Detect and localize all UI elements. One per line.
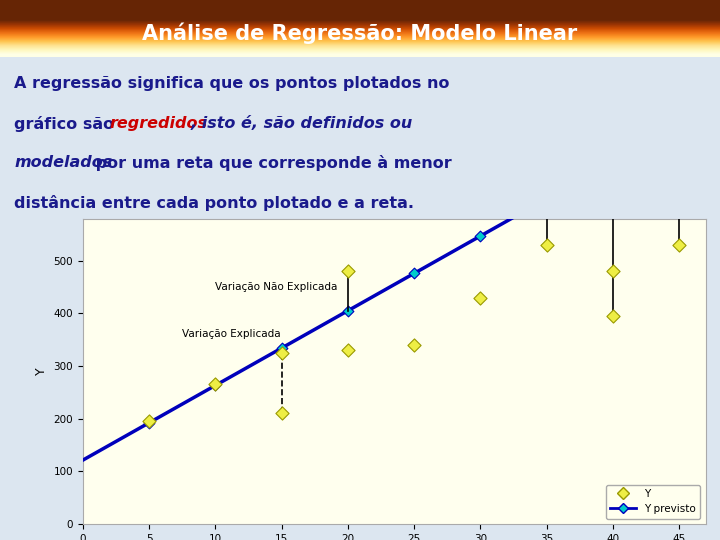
Legend: Y, Y previsto: Y, Y previsto xyxy=(606,484,701,518)
Text: Variação Não Explicada: Variação Não Explicada xyxy=(215,282,338,292)
Point xyxy=(607,157,618,166)
Text: Análise de Regressão: Modelo Linear: Análise de Regressão: Modelo Linear xyxy=(143,22,577,44)
Point xyxy=(276,409,287,417)
Point xyxy=(607,312,618,320)
Point xyxy=(210,380,221,389)
Text: modelados: modelados xyxy=(14,156,112,171)
Point xyxy=(342,346,354,355)
Point xyxy=(541,241,552,249)
Text: regredidos: regredidos xyxy=(109,116,207,131)
Point xyxy=(342,306,354,315)
Point xyxy=(408,341,420,349)
Point xyxy=(276,344,287,353)
Y-axis label: Y: Y xyxy=(35,367,48,375)
Text: distância entre cada ponto plotado e a reta.: distância entre cada ponto plotado e a r… xyxy=(14,195,415,211)
Text: A regressão significa que os pontos plotados no: A regressão significa que os pontos plot… xyxy=(14,76,450,91)
Point xyxy=(143,418,155,427)
Point xyxy=(210,381,221,390)
Text: por uma reta que corresponde à menor: por uma reta que corresponde à menor xyxy=(90,156,451,172)
Text: Variação Explicada: Variação Explicada xyxy=(182,329,281,339)
Point xyxy=(541,194,552,203)
Point xyxy=(474,293,486,302)
Point xyxy=(474,232,486,240)
Point xyxy=(342,267,354,275)
Point xyxy=(143,417,155,426)
Point xyxy=(673,120,685,129)
Text: , isto é, são definidos ou: , isto é, são definidos ou xyxy=(191,116,413,131)
Point xyxy=(607,267,618,275)
Point xyxy=(673,241,685,249)
Point xyxy=(408,269,420,278)
Point xyxy=(276,348,287,357)
Text: gráfico são: gráfico são xyxy=(14,116,120,132)
